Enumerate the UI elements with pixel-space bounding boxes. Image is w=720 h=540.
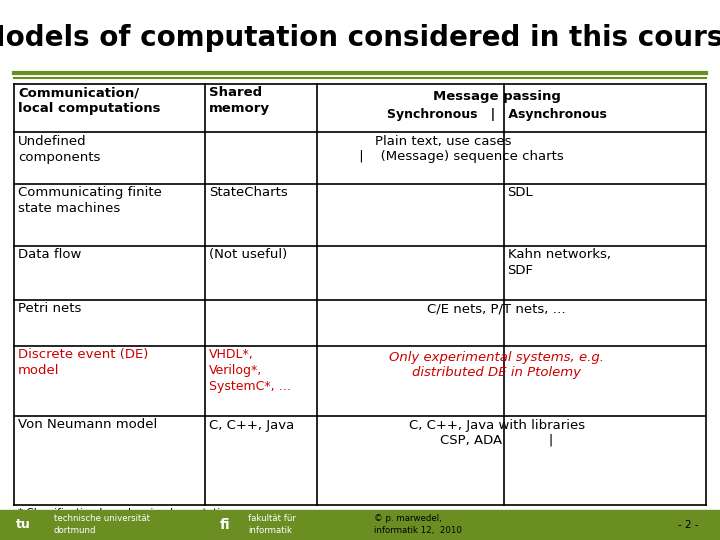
Bar: [0, 510, 720, 540]
Text: C, C++, Java with libraries
CSP, ADA           |: C, C++, Java with libraries CSP, ADA |: [409, 418, 585, 447]
Text: © p. marwedel,
informatik 12,  2010: © p. marwedel, informatik 12, 2010: [374, 515, 462, 535]
Text: C, C++, Java: C, C++, Java: [209, 418, 294, 431]
Text: Kahn networks,
SDF: Kahn networks, SDF: [508, 248, 611, 278]
Text: Models of computation considered in this course: Models of computation considered in this…: [0, 24, 720, 52]
Text: Only experimental systems, e.g.
distributed DE in Ptolemy: Only experimental systems, e.g. distribu…: [390, 351, 604, 379]
Text: Undefined
components: Undefined components: [18, 135, 100, 164]
Text: Data flow: Data flow: [18, 248, 81, 261]
Text: C/E nets, P/T nets, …: C/E nets, P/T nets, …: [428, 302, 566, 315]
Text: Plain text, use cases
         |    (Message) sequence charts: Plain text, use cases | (Message) sequen…: [321, 135, 564, 163]
Text: * Classification based on implementation: * Classification based on implementation: [18, 508, 233, 518]
Text: - 2 -: - 2 -: [678, 520, 698, 530]
Text: Message passing: Message passing: [433, 90, 561, 103]
Text: fi: fi: [220, 518, 230, 532]
Text: tu: tu: [16, 518, 30, 531]
Text: SDL: SDL: [508, 186, 534, 199]
Text: Communicating finite
state machines: Communicating finite state machines: [18, 186, 162, 215]
Text: fakultät für
informatik: fakultät für informatik: [248, 515, 296, 535]
Text: Communication/
local computations: Communication/ local computations: [18, 86, 161, 116]
Text: (Not useful): (Not useful): [209, 248, 287, 261]
Text: Von Neumann model: Von Neumann model: [18, 418, 157, 431]
Text: Synchronous   |   Asynchronous: Synchronous | Asynchronous: [387, 108, 607, 121]
Text: technische universität
dortmund: technische universität dortmund: [54, 515, 150, 535]
Text: VHDL*,
Verilog*,
SystemC*, …: VHDL*, Verilog*, SystemC*, …: [209, 348, 291, 393]
Text: Shared
memory: Shared memory: [209, 86, 270, 116]
Text: Discrete event (DE)
model: Discrete event (DE) model: [18, 348, 148, 377]
Text: StateCharts: StateCharts: [209, 186, 287, 199]
Text: Petri nets: Petri nets: [18, 302, 81, 315]
